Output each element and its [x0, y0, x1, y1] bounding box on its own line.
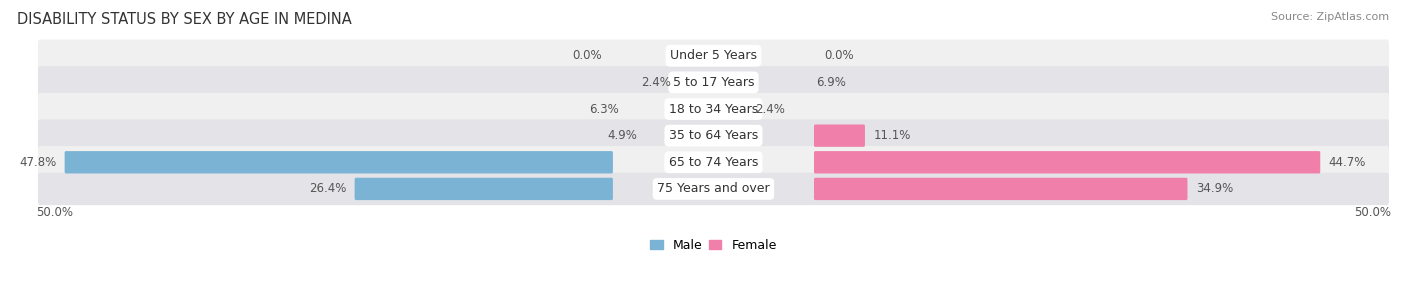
Text: 50.0%: 50.0% [37, 206, 73, 219]
Text: Under 5 Years: Under 5 Years [669, 49, 756, 62]
Text: 5 to 17 Years: 5 to 17 Years [672, 76, 754, 89]
Text: 65 to 74 Years: 65 to 74 Years [669, 156, 758, 169]
FancyBboxPatch shape [814, 178, 1188, 200]
Text: 6.3%: 6.3% [589, 102, 619, 116]
Text: 2.4%: 2.4% [641, 76, 672, 89]
FancyBboxPatch shape [814, 124, 865, 147]
FancyBboxPatch shape [38, 146, 1389, 178]
Text: 44.7%: 44.7% [1329, 156, 1367, 169]
FancyBboxPatch shape [354, 178, 613, 200]
Text: 35 to 64 Years: 35 to 64 Years [669, 129, 758, 142]
Text: 50.0%: 50.0% [1354, 206, 1391, 219]
FancyBboxPatch shape [38, 119, 1389, 152]
Text: Source: ZipAtlas.com: Source: ZipAtlas.com [1271, 12, 1389, 22]
Text: 75 Years and over: 75 Years and over [657, 182, 769, 196]
FancyBboxPatch shape [38, 93, 1389, 125]
FancyBboxPatch shape [38, 66, 1389, 99]
FancyBboxPatch shape [814, 151, 1320, 174]
Text: 0.0%: 0.0% [572, 49, 602, 62]
Text: 26.4%: 26.4% [309, 182, 346, 196]
Text: 47.8%: 47.8% [20, 156, 56, 169]
FancyBboxPatch shape [38, 40, 1389, 72]
Text: 2.4%: 2.4% [755, 102, 786, 116]
Text: DISABILITY STATUS BY SEX BY AGE IN MEDINA: DISABILITY STATUS BY SEX BY AGE IN MEDIN… [17, 12, 352, 27]
Text: 6.9%: 6.9% [817, 76, 846, 89]
Text: 0.0%: 0.0% [824, 49, 855, 62]
Text: 4.9%: 4.9% [607, 129, 637, 142]
Text: 11.1%: 11.1% [873, 129, 911, 142]
Legend: Male, Female: Male, Female [645, 234, 782, 257]
Text: 34.9%: 34.9% [1197, 182, 1233, 196]
FancyBboxPatch shape [38, 173, 1389, 205]
FancyBboxPatch shape [65, 151, 613, 174]
Text: 18 to 34 Years: 18 to 34 Years [669, 102, 758, 116]
